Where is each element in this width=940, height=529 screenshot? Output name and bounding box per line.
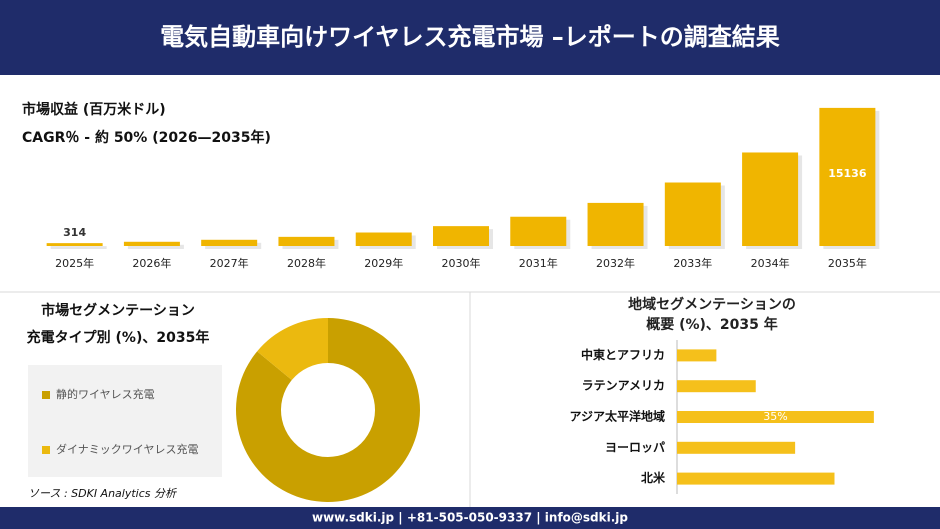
source-note: ソース : SDKI Analytics 分析 bbox=[28, 487, 178, 500]
x-tick-label: 2027年 bbox=[210, 256, 249, 270]
chart-title: 市場収益 (百万米ドル) bbox=[22, 101, 166, 118]
legend-label: 静的ワイヤレス充電 bbox=[56, 387, 155, 401]
data-label: 314 bbox=[63, 226, 86, 239]
x-tick-label: 2034年 bbox=[751, 256, 790, 270]
bar-shadow bbox=[127, 244, 184, 249]
x-tick-label: 2031年 bbox=[519, 256, 558, 270]
donut-segment bbox=[236, 318, 421, 503]
chart-subtitle: 充電タイプ別 (%)、2035年 bbox=[27, 329, 210, 346]
x-tick-label: 2032年 bbox=[596, 256, 635, 270]
bar bbox=[201, 239, 258, 246]
x-tick-label: 2026年 bbox=[132, 256, 171, 270]
donut-segment bbox=[257, 318, 328, 381]
bar bbox=[677, 349, 717, 362]
x-tick-label: 2028年 bbox=[287, 256, 326, 270]
x-tick-label: 2033年 bbox=[673, 256, 712, 270]
legend-marker bbox=[42, 446, 50, 454]
y-tick-label: 北米 bbox=[641, 470, 666, 485]
legend-marker bbox=[42, 391, 50, 399]
bar bbox=[278, 236, 335, 246]
x-tick-label: 2035年 bbox=[828, 256, 867, 270]
bar bbox=[677, 441, 796, 454]
chart-title: 地域セグメンテーションの bbox=[628, 296, 796, 313]
chart-subtitle: CAGR％ - 約 50% (2026—2035年) bbox=[22, 129, 271, 146]
bar bbox=[510, 216, 567, 246]
x-tick-label: 2030年 bbox=[442, 256, 481, 270]
x-tick-label: 2029年 bbox=[364, 256, 403, 270]
bar bbox=[677, 380, 756, 393]
footer-bar bbox=[0, 507, 940, 529]
bar bbox=[46, 243, 103, 246]
bar bbox=[742, 152, 799, 246]
chart-subtitle: 概要 (%)、2035 年 bbox=[646, 316, 778, 333]
y-tick-label: ヨーロッパ bbox=[605, 440, 665, 454]
bar bbox=[677, 472, 835, 485]
data-label: 15136 bbox=[828, 167, 867, 180]
bar bbox=[587, 202, 644, 246]
bar bbox=[355, 232, 412, 246]
bar bbox=[433, 226, 489, 246]
header-bar bbox=[0, 0, 940, 75]
bar bbox=[819, 107, 876, 246]
chart-title: 市場セグメンテーション bbox=[41, 302, 195, 319]
page-title: 電気自動車向けワイヤレス充電市場 –レポートの調査結果 bbox=[160, 23, 780, 51]
bar bbox=[677, 411, 874, 423]
bar-shadow bbox=[50, 246, 107, 249]
bar bbox=[123, 241, 180, 246]
legend-label: ダイナミックワイヤレス充電 bbox=[56, 442, 198, 456]
legend-box bbox=[28, 365, 222, 477]
y-tick-label: ラテンアメリカ bbox=[582, 379, 665, 393]
y-tick-label: アジア太平洋地域 bbox=[569, 409, 665, 424]
y-tick-label: 中東とアフリカ bbox=[581, 347, 665, 362]
bar bbox=[664, 182, 721, 246]
footer-contact: www.sdki.jp | +81-505-050-9337 | info@sd… bbox=[312, 511, 628, 525]
charts: 2025年 314 2026年 2027年 2028年 2029年 2030年 2031年 20… bbox=[42, 107, 880, 503]
x-tick-label: 2025年 bbox=[55, 256, 94, 270]
data-label: 35% bbox=[763, 410, 787, 423]
